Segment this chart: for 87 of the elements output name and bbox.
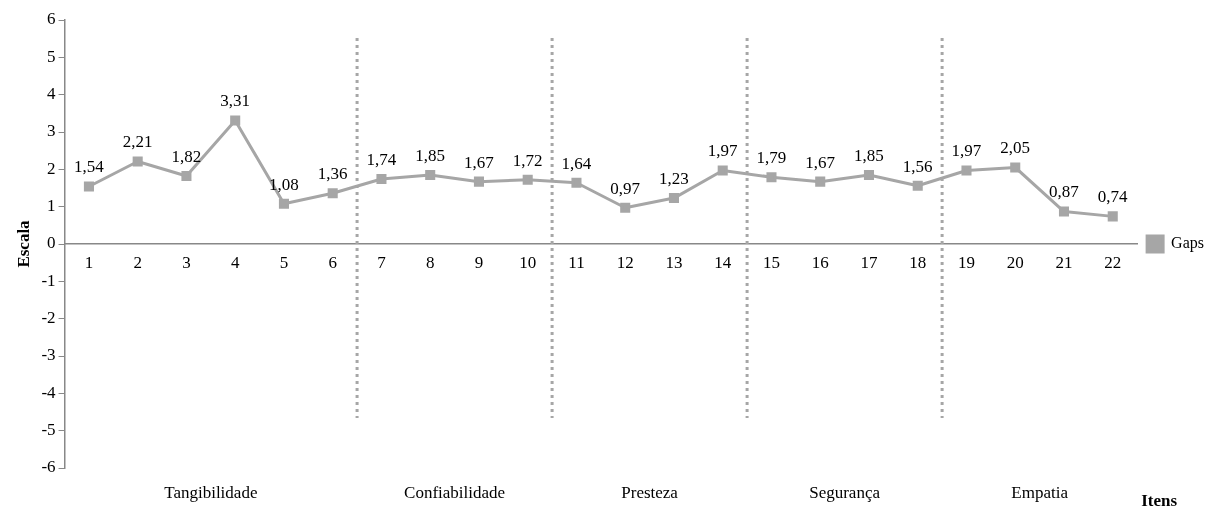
- text: 0,74: [1097, 187, 1128, 207]
- point: [425, 169, 436, 180]
- x-tick-label: 5: [279, 252, 289, 272]
- text: 1,67: [805, 152, 836, 172]
- text: 1,79: [756, 148, 787, 168]
- text: 1,23: [659, 169, 689, 189]
- text: 1,56: [902, 156, 933, 176]
- x-tick-label: 16: [811, 252, 829, 272]
- x-tick-label: 2: [133, 252, 142, 272]
- text: Empatia: [1011, 483, 1069, 503]
- point: [132, 156, 143, 167]
- text: Presteza: [621, 483, 679, 503]
- x-tick-label: 20: [1006, 252, 1024, 272]
- point: [668, 193, 679, 204]
- text: 1,74: [366, 150, 397, 170]
- x-axis-title: Itens: [1141, 491, 1178, 511]
- x-tick-label: 10: [519, 252, 537, 272]
- y-tick-label: -2: [41, 308, 56, 328]
- legend-label: Gaps: [1171, 234, 1205, 253]
- text: 1,97: [951, 141, 982, 161]
- point: [863, 169, 875, 180]
- point: [912, 180, 923, 191]
- point: [473, 176, 484, 187]
- y-tick-label: -4: [41, 382, 57, 402]
- x-tick-label: 14: [714, 252, 732, 272]
- text: 1,54: [74, 157, 104, 177]
- text: 0,87: [1049, 182, 1079, 202]
- point: [1107, 211, 1118, 222]
- point: [1010, 162, 1021, 173]
- text: Segurança: [809, 483, 881, 503]
- y-axis-title: Escala: [13, 219, 33, 268]
- x-tick-label: 4: [230, 252, 240, 272]
- y-tick-label: -3: [41, 345, 56, 365]
- x-tick-label: 22: [1104, 252, 1122, 272]
- point: [278, 198, 289, 209]
- y-tick-label: 4: [47, 84, 57, 104]
- y-tick-label: 3: [47, 121, 56, 141]
- x-tick-label: 15: [762, 252, 780, 272]
- x-tick-label: 17: [860, 252, 878, 272]
- x-tick-label: 21: [1055, 252, 1073, 272]
- text: 1,67: [464, 152, 494, 172]
- y-tick-label: 2: [47, 158, 56, 178]
- text: Confiabilidade: [404, 483, 506, 503]
- y-tick-label: 5: [47, 46, 56, 66]
- point: [522, 174, 533, 185]
- x-tick-label: 3: [182, 252, 191, 272]
- x-tick-label: 12: [616, 252, 634, 272]
- text: 1,08: [269, 174, 299, 194]
- text: 1,36: [317, 164, 348, 184]
- text: 2,05: [1000, 138, 1031, 158]
- point: [1058, 206, 1070, 217]
- x-tick-label: 11: [568, 252, 585, 272]
- x-tick-label: 8: [425, 252, 435, 272]
- x-tick-label: 7: [377, 252, 387, 272]
- x-tick-label: 18: [909, 252, 927, 272]
- point: [717, 165, 728, 176]
- x-tick-label: 13: [665, 252, 683, 272]
- point: [961, 165, 972, 176]
- point: [327, 188, 338, 199]
- point: [571, 177, 582, 188]
- point: [181, 171, 192, 182]
- text: 1,64: [561, 153, 592, 173]
- text: 1,85: [854, 145, 884, 165]
- text: Tangibilidade: [164, 483, 258, 503]
- y-tick-label: -5: [41, 420, 56, 440]
- text: 1,97: [707, 141, 738, 161]
- point: [230, 115, 241, 126]
- text: 2,21: [122, 132, 153, 152]
- point: [620, 202, 631, 213]
- text: 3,31: [220, 91, 251, 111]
- point: [376, 174, 387, 185]
- x-tick-label: 19: [957, 252, 975, 272]
- y-tick-label: 1: [47, 196, 56, 216]
- x-tick-label: 6: [328, 252, 337, 272]
- point: [815, 176, 826, 187]
- y-tick-label: -6: [41, 457, 56, 477]
- x-tick-label: 9: [474, 252, 484, 272]
- y-tick-label: -1: [41, 270, 56, 290]
- y-tick-label: 6: [47, 9, 56, 29]
- y-tick-label: 0: [47, 233, 56, 253]
- point: [83, 181, 94, 192]
- text: 1,85: [415, 145, 446, 165]
- text: 1,72: [512, 150, 543, 170]
- point: [766, 172, 777, 183]
- text: 0,97: [610, 178, 641, 198]
- text: 1,82: [171, 147, 202, 167]
- x-tick-label: 1: [84, 252, 94, 272]
